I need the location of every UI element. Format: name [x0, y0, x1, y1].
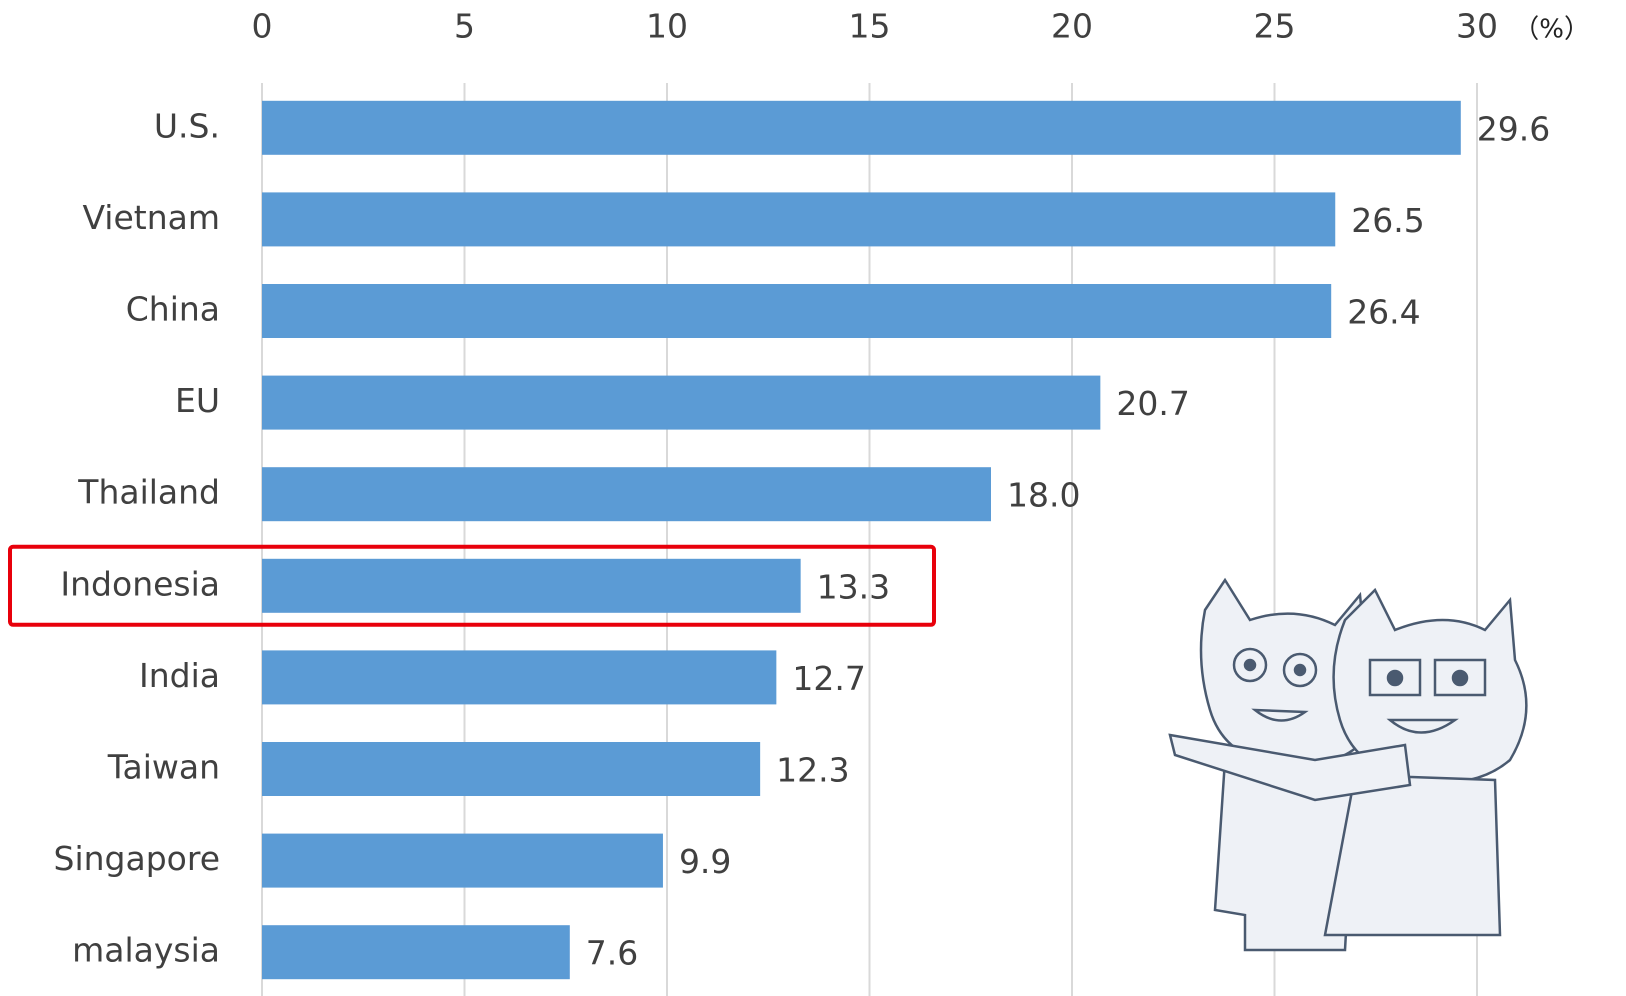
- value-label: 9.9: [679, 842, 731, 881]
- y-tick-label: Thailand: [77, 473, 220, 512]
- bar: [262, 742, 761, 796]
- x-tick-label: 20: [1051, 7, 1093, 46]
- bar: [262, 284, 1332, 338]
- y-tick-label: malaysia: [72, 931, 220, 970]
- y-tick-label: Singapore: [54, 839, 220, 878]
- y-tick-label: Indonesia: [60, 564, 220, 603]
- value-label: 29.6: [1477, 109, 1550, 148]
- y-tick-label: U.S.: [154, 106, 220, 145]
- x-tick-label: 5: [454, 7, 475, 46]
- y-tick-label: Vietnam: [82, 198, 220, 237]
- value-label: 7.6: [586, 934, 638, 973]
- x-tick-label: 30: [1456, 7, 1498, 46]
- x-tick-label: 10: [646, 7, 688, 46]
- y-tick-label: EU: [175, 381, 220, 420]
- value-label: 18.0: [1007, 476, 1080, 515]
- bar: [262, 467, 991, 522]
- value-label: 12.7: [792, 659, 865, 698]
- bar: [262, 558, 801, 613]
- bar: [262, 375, 1101, 430]
- y-tick-label: Taiwan: [107, 748, 220, 787]
- value-label: 26.4: [1347, 293, 1420, 332]
- x-tick-label: 25: [1254, 7, 1296, 46]
- bar: [262, 100, 1461, 155]
- y-tick-label: India: [139, 656, 220, 695]
- unit-label: （%）: [1513, 15, 1590, 45]
- x-tick-label: 15: [849, 7, 891, 46]
- bar: [262, 925, 570, 980]
- y-tick-label: China: [126, 290, 220, 329]
- value-label: 13.3: [817, 567, 890, 606]
- bar: [262, 192, 1336, 247]
- bar: [262, 650, 777, 705]
- x-tick-label: 0: [252, 7, 273, 46]
- bar: [262, 833, 663, 888]
- highlight-frame: [8, 544, 936, 627]
- illustration: [1168, 577, 1528, 952]
- value-label: 26.5: [1351, 201, 1424, 240]
- value-label: 12.3: [776, 751, 849, 790]
- value-label: 20.7: [1116, 384, 1189, 423]
